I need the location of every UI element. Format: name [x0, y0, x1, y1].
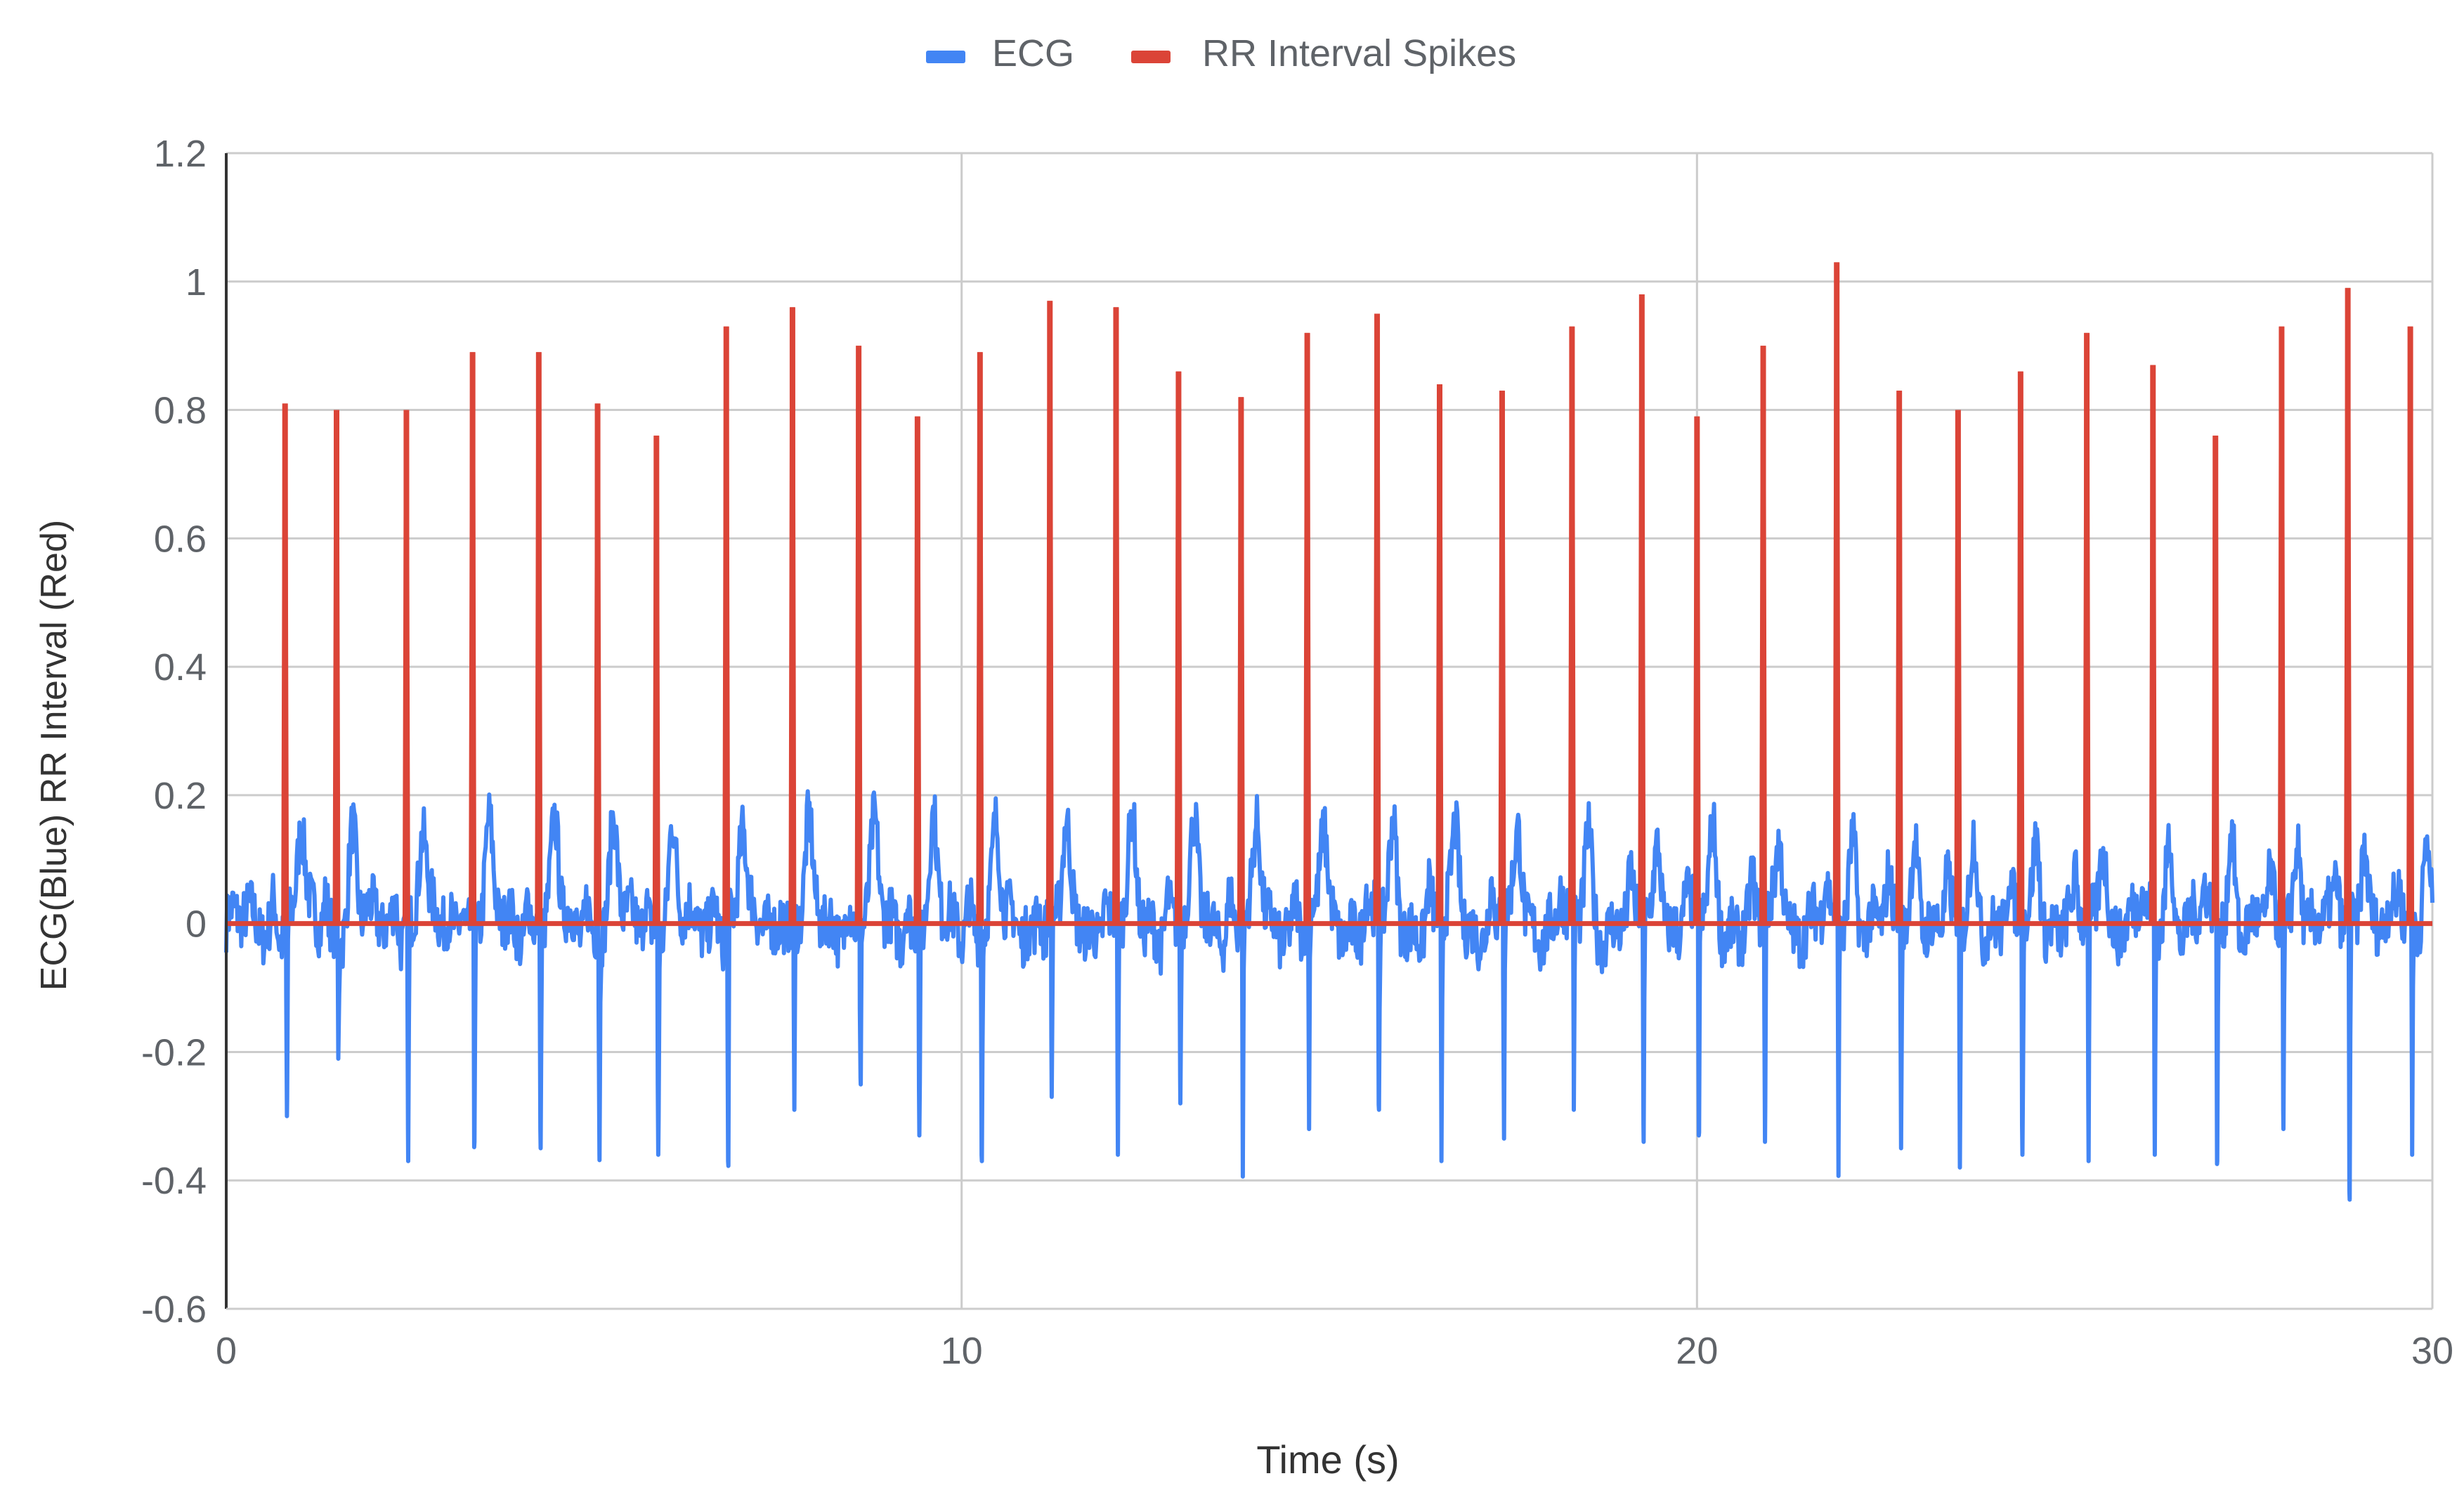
axes — [225, 153, 2432, 1310]
series — [224, 262, 2434, 1202]
legend-ecg-swatch — [926, 51, 965, 63]
legend-rr-label: RR Interval Spikes — [1202, 32, 1516, 74]
x-tick-labels: 0 10 20 30 — [216, 1330, 2453, 1372]
grid — [226, 152, 2434, 1310]
legend-ecg-label: ECG — [992, 32, 1074, 74]
y-tick-label: -0.2 — [141, 1031, 207, 1073]
y-tick-labels: 1.2 1 0.8 0.6 0.4 0.2 0 -0.2 -0.4 -0.6 — [141, 133, 207, 1331]
y-tick-label: 0.4 — [154, 646, 207, 688]
series-line-ecg — [224, 510, 2434, 1202]
y-axis-label: ECG(Blue) RR Interval (Red) — [34, 520, 74, 991]
x-tick-label: 30 — [2411, 1330, 2453, 1372]
x-tick-label: 10 — [941, 1330, 983, 1372]
y-tick-label: 0.8 — [154, 390, 207, 432]
legend-rr-swatch — [1131, 51, 1171, 63]
y-tick-label: 0.6 — [154, 518, 207, 560]
x-axis-label: Time (s) — [1256, 1437, 1399, 1482]
y-tick-label: -0.6 — [141, 1288, 207, 1331]
x-tick-label: 20 — [1676, 1330, 1718, 1372]
y-tick-label: 1.2 — [154, 133, 207, 175]
x-tick-label: 0 — [216, 1330, 237, 1372]
y-tick-label: -0.4 — [141, 1160, 207, 1202]
y-tick-label: 0.2 — [154, 775, 207, 817]
y-tick-label: 0 — [185, 903, 207, 946]
legend[interactable]: ECG RR Interval Spikes — [926, 32, 1516, 74]
y-tick-label: 1 — [185, 261, 207, 303]
